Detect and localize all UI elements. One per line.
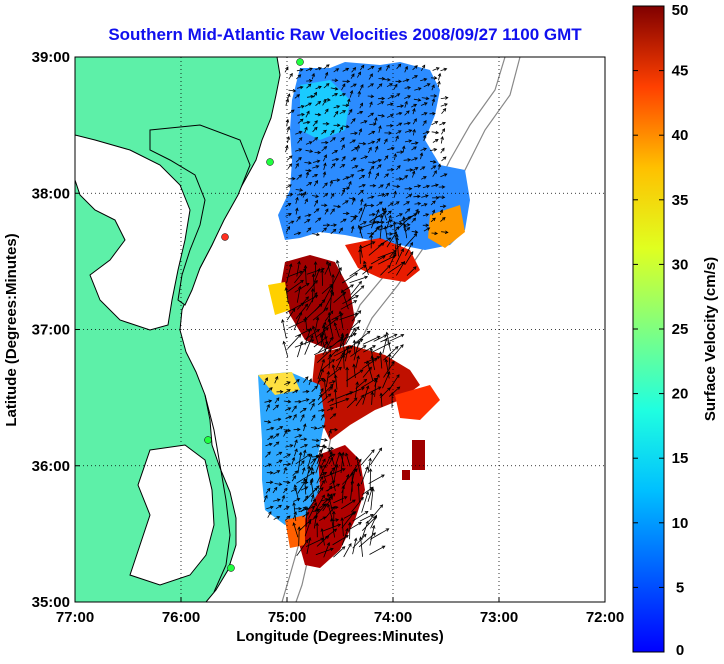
radar-site-marker [297,59,304,66]
y-tick-label: 38:00 [32,185,70,202]
radar-site-marker [228,565,235,572]
colorbar-tick-label: 50 [672,2,689,19]
colorbar-tick-label: 15 [672,450,689,467]
x-tick-label: 76:00 [162,609,200,626]
colorbar-tick-label: 45 [672,63,689,80]
y-tick-label: 39:00 [32,49,70,66]
colorbar-tick-label: 30 [672,256,689,273]
x-tick-label: 74:00 [374,609,412,626]
colorbar-tick-label: 35 [672,192,689,209]
colorbar-tick-label: 5 [676,579,684,596]
colorbar-tick-label: 40 [672,127,689,144]
chart-title: Southern Mid-Atlantic Raw Velocities 200… [108,25,582,44]
x-tick-label: 73:00 [480,609,518,626]
colorbar-tick-label: 20 [672,386,689,403]
colorbar-label: Surface Velocity (cm/s) [702,257,719,421]
x-axis-label: Longitude (Degrees:Minutes) [236,628,444,645]
y-tick-label: 37:00 [32,322,70,339]
colorbar-tick-label: 0 [676,642,684,659]
x-tick-label: 77:00 [56,609,94,626]
radar-site-marker [267,159,274,166]
velocity-arrow [360,249,361,263]
velocity-arrow [322,270,323,286]
colorbar-tick-label: 10 [672,515,689,532]
velocity-arrow [370,469,371,491]
y-tick-label: 36:00 [32,458,70,475]
velocity-arrow [333,275,334,295]
velocity-arrow [354,340,355,353]
x-tick-label: 72:00 [586,609,624,626]
radar-site-marker [222,234,229,241]
y-axis-label: Latitude (Degrees:Minutes) [3,233,20,426]
y-tick-label: 35:00 [32,594,70,611]
colorbar-tick-label: 25 [672,321,689,338]
radar-site-marker [205,437,212,444]
x-tick-label: 75:00 [268,609,306,626]
velocity-arrow [299,527,300,546]
